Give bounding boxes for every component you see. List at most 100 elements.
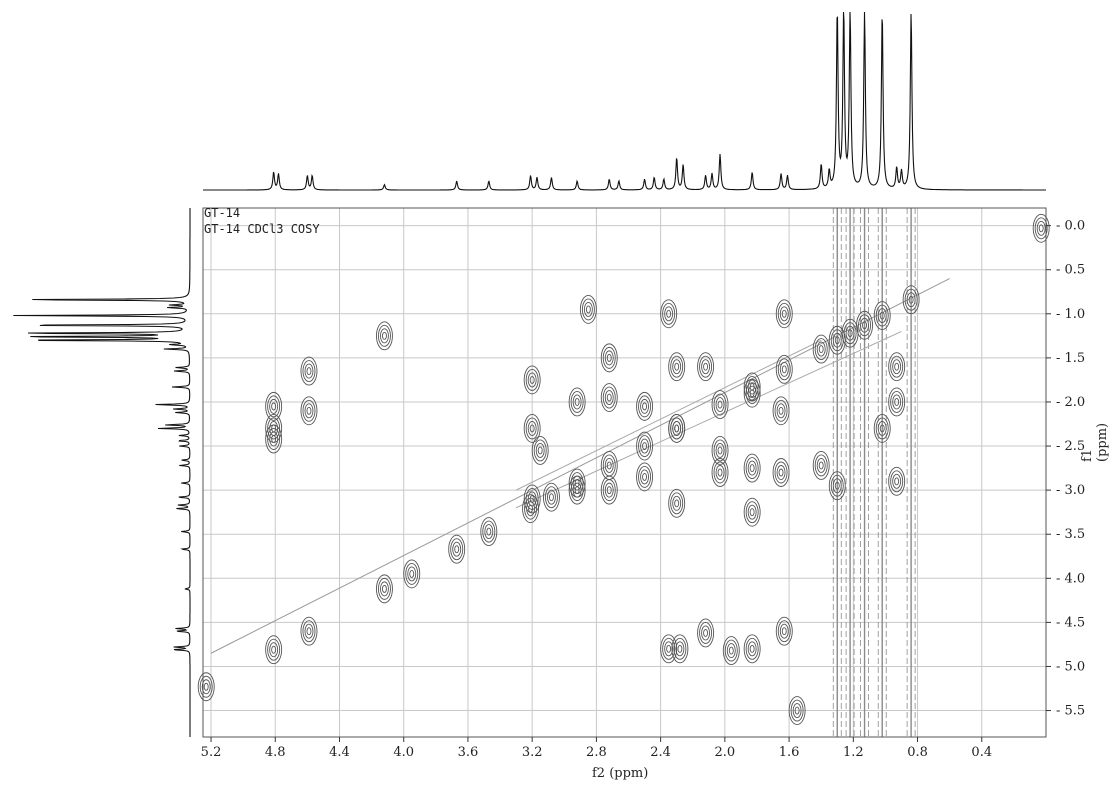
contour-ring xyxy=(747,460,757,476)
contour-ring xyxy=(747,504,757,520)
contour-ring xyxy=(271,435,277,443)
contour-ring xyxy=(726,643,736,659)
contour-ring xyxy=(269,431,279,447)
contour-ring xyxy=(1032,213,1050,243)
contour-ring xyxy=(1038,224,1044,233)
y-axis-label: f1 (ppm) xyxy=(1080,422,1110,462)
contour-ring xyxy=(525,417,539,440)
contour-ring xyxy=(701,359,711,375)
contour-ring xyxy=(894,362,900,371)
contour-ring xyxy=(377,577,391,600)
cross-peak xyxy=(697,352,715,382)
contour-ring xyxy=(527,372,537,388)
cross-peak xyxy=(828,471,846,501)
contour-ring xyxy=(715,465,725,480)
y-tick-label: - 0.5 xyxy=(1056,263,1085,278)
cross-peak xyxy=(743,453,761,483)
cross-peak xyxy=(873,301,891,331)
contour-ring xyxy=(642,472,648,481)
contour-ring xyxy=(640,398,650,414)
contour-ring xyxy=(743,378,761,408)
contour-ring xyxy=(602,479,616,502)
y-tick-label: - 1.0 xyxy=(1056,307,1085,322)
contour-ring xyxy=(381,584,387,593)
contour-ring xyxy=(606,353,612,362)
contour-ring xyxy=(642,442,648,450)
contour-ring xyxy=(747,385,757,401)
y-tick-label: - 5.0 xyxy=(1056,659,1085,674)
y-tick-label: - 4.0 xyxy=(1056,571,1085,586)
contour-ring xyxy=(527,420,537,436)
contour-ring xyxy=(529,424,535,433)
x-tick-label: 2.0 xyxy=(715,745,736,760)
x-tick-label: 3.6 xyxy=(458,745,479,760)
contour-ring xyxy=(523,365,541,395)
x-tick-label: 1.6 xyxy=(779,745,800,760)
contour-ring xyxy=(875,304,889,327)
contour-ring xyxy=(818,345,824,354)
contour-ring xyxy=(572,482,582,498)
contour-ring xyxy=(715,397,725,413)
cross-peak xyxy=(668,352,686,382)
x-axis-label: f2 (ppm) xyxy=(592,766,649,781)
left-projection-spectrum xyxy=(13,208,191,737)
contour-ring xyxy=(638,435,652,457)
cross-peak xyxy=(197,672,215,702)
cross-peak xyxy=(888,387,906,417)
x-tick-label: 4.0 xyxy=(393,745,414,760)
contour-ring xyxy=(711,458,729,487)
contour-ring xyxy=(638,395,652,418)
cross-peak xyxy=(403,559,421,589)
contour-ring xyxy=(743,372,761,402)
contour-ring xyxy=(486,527,492,536)
cross-peak xyxy=(856,310,874,340)
contour-ring xyxy=(779,306,789,322)
contour-ring xyxy=(482,520,496,543)
contour-ring xyxy=(529,495,535,503)
contour-ring xyxy=(774,399,788,422)
contour-ring xyxy=(523,484,541,514)
y-tick-label: - 4.5 xyxy=(1056,615,1085,630)
sample-label: GT-14 xyxy=(204,206,241,220)
contour-ring xyxy=(600,383,618,413)
cross-peak xyxy=(660,634,678,664)
contour-ring xyxy=(776,465,786,480)
contour-ring xyxy=(606,461,612,470)
contour-ring xyxy=(818,461,824,470)
contour-ring xyxy=(544,486,558,509)
contour-ring xyxy=(860,317,870,333)
cross-peak xyxy=(668,488,686,518)
contour-ring xyxy=(672,359,682,375)
contour-ring xyxy=(636,391,654,421)
contour-ring xyxy=(794,706,800,715)
contour-ring xyxy=(265,391,283,421)
contour-ring xyxy=(904,288,918,311)
contour-ring xyxy=(574,486,580,495)
contour-ring xyxy=(542,482,560,512)
contour-ring xyxy=(772,396,790,426)
cross-peak xyxy=(568,475,586,505)
contour-ring xyxy=(892,473,902,489)
contour-ring xyxy=(830,474,844,497)
contour-ring xyxy=(375,574,393,604)
contour-ring xyxy=(666,309,672,318)
cross-peak xyxy=(668,413,686,443)
contour-ring xyxy=(269,642,279,658)
contour-ring xyxy=(403,559,421,589)
contour-ring xyxy=(671,634,689,664)
contour-ring xyxy=(529,375,535,384)
contour-ring xyxy=(579,294,597,324)
cross-peak xyxy=(523,484,541,514)
contour-ring xyxy=(1034,217,1048,240)
contour-ring xyxy=(570,391,584,413)
contour-ring xyxy=(722,636,740,666)
cross-peaks xyxy=(197,213,1050,725)
contour-ring xyxy=(523,413,541,443)
contour-ring xyxy=(300,396,318,426)
cross-peak xyxy=(888,466,906,496)
cross-peak xyxy=(636,431,654,461)
contour-ring xyxy=(814,454,828,477)
cross-peak xyxy=(722,636,740,666)
y-tick-label: - 3.5 xyxy=(1056,527,1085,542)
contour-ring xyxy=(890,470,904,493)
